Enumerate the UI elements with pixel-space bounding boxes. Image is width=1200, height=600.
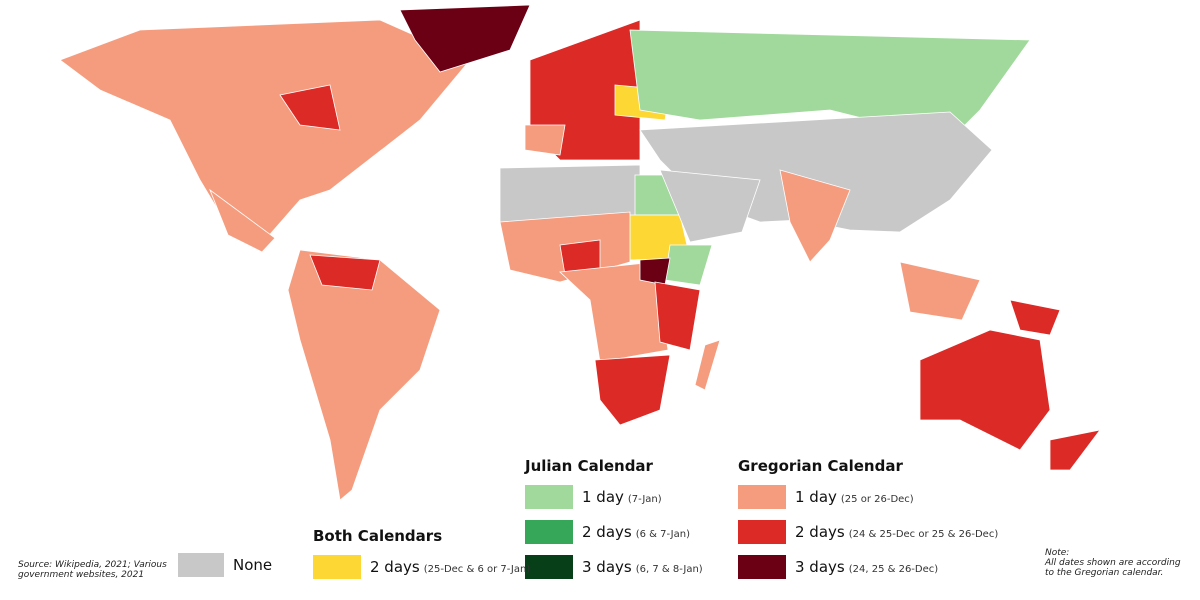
- central-africa: [559, 261, 669, 363]
- ethiopia: [664, 244, 713, 286]
- new-zealand: [1049, 429, 1101, 471]
- legend-label: 1 day (25 or 26-Dec): [795, 488, 914, 506]
- south-sudan: [639, 257, 671, 286]
- note: Note: All dates shown are according to t…: [1045, 548, 1190, 578]
- legend-label-main: 2 days: [370, 558, 420, 576]
- legend-label-main: 3 days: [582, 558, 632, 576]
- legend-swatch: [525, 520, 573, 544]
- legend-detail: (24, 25 & 26-Dec): [848, 564, 939, 575]
- legend-swatch: [738, 555, 786, 579]
- east-africa: [654, 281, 701, 351]
- legend-detail: (6, 7 & 8-Jan): [635, 564, 703, 575]
- note-title: Note:: [1045, 548, 1070, 558]
- legend-label: 2 days (24 & 25-Dec or 25 & 26-Dec): [795, 523, 998, 541]
- venezuela: [309, 254, 381, 291]
- legend-label: 2 days (6 & 7-Jan): [582, 523, 690, 541]
- legend-label: 1 day (7-Jan): [582, 488, 662, 506]
- legend-label-main: 1 day: [582, 488, 624, 506]
- middle-east: [659, 169, 761, 243]
- quebec: [279, 84, 341, 131]
- legend-label-main: 1 day: [795, 488, 837, 506]
- none-label: None: [233, 556, 273, 574]
- legend-title: Gregorian Calendar: [738, 457, 903, 475]
- legend-title: Both Calendars: [313, 527, 443, 545]
- legend-swatch: [313, 555, 361, 579]
- north-america: [59, 19, 471, 241]
- legend-detail: (6 & 7-Jan): [635, 529, 690, 540]
- legend-label: 2 days (25-Dec & 6 or 7-Jan): [370, 558, 530, 576]
- greenland: [399, 4, 531, 73]
- south-america: [287, 249, 441, 501]
- southern-africa: [594, 354, 671, 426]
- legend-detail: (24 & 25-Dec or 25 & 26-Dec): [848, 529, 999, 540]
- legend-label-main: 2 days: [795, 523, 845, 541]
- iberia: [524, 124, 566, 156]
- india: [779, 169, 851, 263]
- note-text: All dates shown are according to the Gre…: [1045, 558, 1181, 578]
- legend-label: 3 days (6, 7 & 8-Jan): [582, 558, 703, 576]
- legend-swatch: [525, 555, 573, 579]
- madagascar: [694, 339, 721, 391]
- legend-label-main: 3 days: [795, 558, 845, 576]
- legend-label: 3 days (24, 25 & 26-Dec): [795, 558, 938, 576]
- australia: [919, 329, 1051, 451]
- southeast-asia: [899, 261, 981, 321]
- none-swatch: [178, 553, 224, 577]
- legend-detail: (25 or 26-Dec): [840, 494, 914, 505]
- source: Source: Wikipedia, 2021; Various governm…: [18, 560, 167, 580]
- legend-swatch: [525, 485, 573, 509]
- legend-label-main: 2 days: [582, 523, 632, 541]
- central-america: [209, 188, 276, 253]
- legend-swatch: [738, 485, 786, 509]
- legend-title: Julian Calendar: [525, 457, 653, 475]
- papua-new-guinea: [1009, 299, 1061, 336]
- legend-detail: (7-Jan): [627, 494, 662, 505]
- legend-detail: (25-Dec & 6 or 7-Jan): [423, 564, 531, 575]
- legend-swatch: [738, 520, 786, 544]
